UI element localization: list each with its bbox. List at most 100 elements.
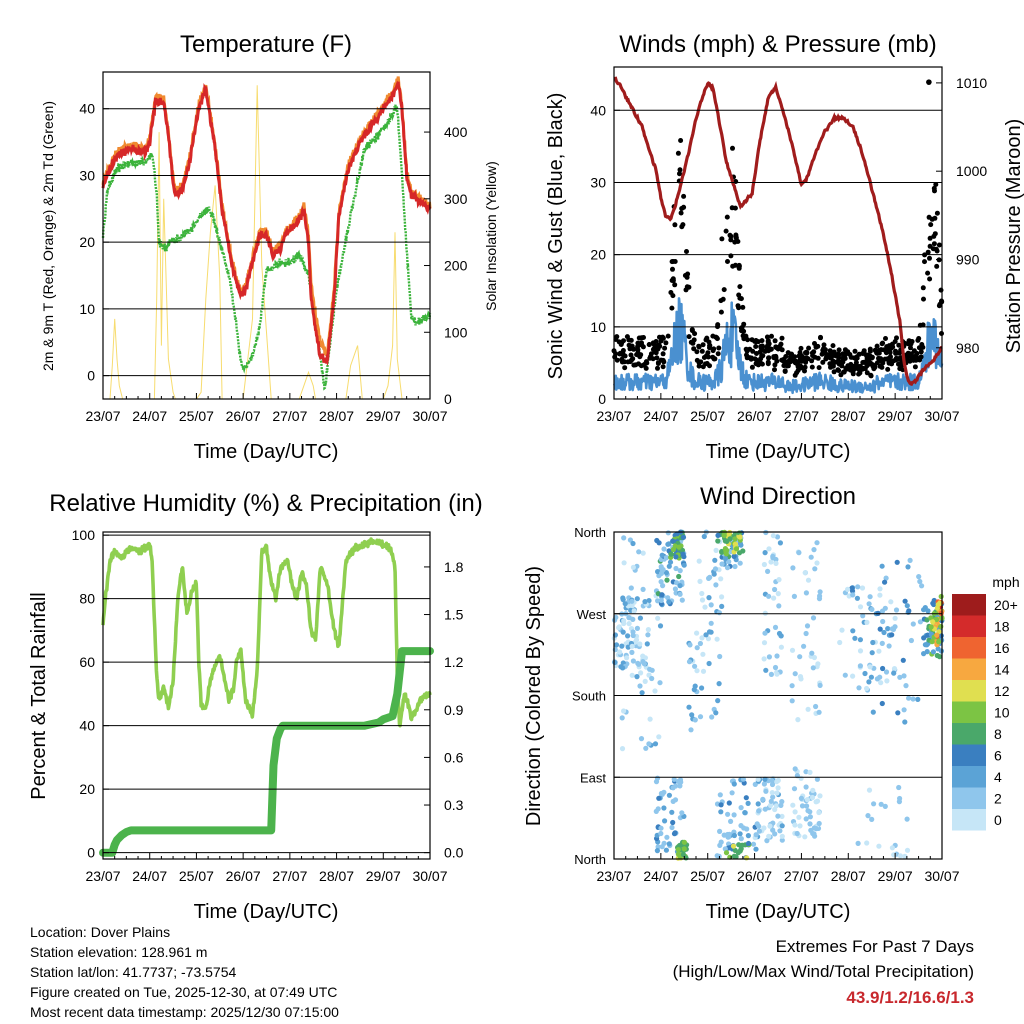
- direction-point: [908, 637, 915, 644]
- direction-point: [630, 564, 637, 570]
- direction-point: [731, 832, 738, 839]
- figure-created: Figure created on Tue, 2025-12-30, at 07…: [30, 984, 338, 1000]
- direction-point: [666, 563, 672, 569]
- direction-point: [809, 650, 815, 656]
- gust-point: [704, 361, 710, 366]
- direction-point: [724, 565, 731, 571]
- y-right-tick-label: 1010: [956, 75, 987, 91]
- direction-point: [797, 654, 803, 660]
- gust-point: [896, 342, 902, 348]
- x-tick-label: 26/07: [737, 408, 772, 424]
- y-tick-label: 20: [79, 234, 95, 250]
- direction-point: [634, 674, 640, 680]
- winds-y-right-label: Station Pressure (Maroon): [1003, 119, 1024, 354]
- humidity-x-label: Time (Day/UTC): [194, 901, 339, 923]
- direction-point: [731, 553, 737, 560]
- gust-point: [851, 355, 857, 361]
- gust-point: [934, 210, 940, 216]
- x-tick-label: 24/07: [132, 868, 167, 884]
- direction-point: [859, 585, 866, 591]
- direction-point: [773, 560, 779, 567]
- direction-point: [678, 779, 684, 785]
- direction-point: [637, 683, 643, 689]
- gust-point: [929, 216, 935, 222]
- gust-point: [830, 343, 836, 349]
- direction-point: [774, 790, 780, 796]
- direction-point: [878, 680, 884, 686]
- humidity-line: [101, 537, 432, 728]
- direction-point: [779, 833, 785, 839]
- direction-point: [845, 586, 851, 593]
- x-tick-label: 23/07: [596, 868, 631, 884]
- direction-point: [763, 788, 769, 794]
- direction-point: [801, 643, 807, 649]
- gust-point: [871, 366, 877, 372]
- direction-point: [803, 769, 809, 775]
- direction-point: [850, 628, 856, 634]
- direction-point: [686, 704, 692, 710]
- temperature-panel: Temperature (F) 010203040010020030040023…: [40, 31, 499, 463]
- temperature-y-right-label: Solar Insolation (Yellow): [483, 161, 499, 311]
- direction-point: [658, 579, 664, 585]
- gust-point: [782, 369, 788, 374]
- gust-point: [878, 347, 884, 353]
- gust-point: [678, 138, 684, 143]
- direction-point: [745, 833, 752, 839]
- speed-legend-swatch: [952, 766, 986, 788]
- direction-point: [762, 550, 768, 556]
- direction-point: [906, 695, 912, 701]
- direction-point: [935, 602, 941, 608]
- direction-point: [849, 588, 856, 594]
- direction-point: [767, 823, 773, 829]
- direction-point: [889, 632, 895, 638]
- direction-point: [877, 592, 883, 598]
- gust-point: [745, 337, 751, 343]
- direction-point: [699, 685, 705, 691]
- direction-point: [772, 664, 779, 671]
- y-right-tick-label: 0.9: [444, 702, 464, 718]
- direction-point: [726, 800, 732, 806]
- direction-point: [692, 663, 698, 669]
- direction-point: [768, 798, 774, 804]
- direction-point: [629, 643, 635, 649]
- gust-point: [920, 344, 926, 350]
- direction-point: [880, 665, 886, 672]
- gust-point: [769, 333, 774, 339]
- direction-point: [774, 653, 780, 659]
- direction-point: [938, 623, 944, 630]
- gust-point: [938, 287, 944, 293]
- y-right-tick-label: 100: [444, 324, 468, 340]
- direction-point: [877, 586, 883, 592]
- y-tick-label: 40: [590, 102, 606, 118]
- direction-point: [770, 794, 776, 800]
- gust-point: [848, 361, 854, 367]
- gust-point: [818, 335, 823, 341]
- y-tick-label: North: [574, 852, 606, 867]
- direction-point: [778, 802, 784, 809]
- direction-point: [842, 672, 848, 678]
- direction-point: [719, 561, 725, 567]
- direction-point: [795, 717, 801, 723]
- direction-point: [777, 828, 783, 834]
- direction-point: [812, 566, 818, 572]
- direction-point: [766, 593, 772, 599]
- direction-point: [665, 530, 671, 536]
- y-tick-label: 40: [79, 101, 95, 117]
- gust-point: [631, 362, 637, 368]
- direction-point: [681, 839, 688, 845]
- direction-point: [722, 538, 729, 544]
- direction-point: [728, 818, 734, 825]
- gust-point: [838, 372, 844, 378]
- direction-point: [671, 776, 677, 782]
- direction-point: [657, 680, 663, 686]
- x-tick-label: 25/07: [690, 408, 725, 424]
- gust-point: [694, 349, 700, 355]
- direction-point: [772, 831, 778, 837]
- gust-point: [798, 345, 804, 351]
- gust-point: [931, 233, 937, 239]
- gust-point: [657, 334, 662, 340]
- direction-point: [628, 585, 634, 591]
- gust-max-point: [926, 79, 932, 85]
- direction-point: [697, 578, 703, 585]
- direction-point: [807, 769, 813, 776]
